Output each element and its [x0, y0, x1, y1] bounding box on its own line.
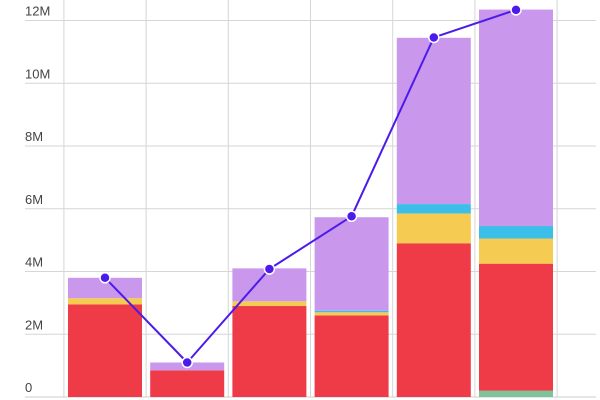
y-tick-label: 6M — [25, 192, 43, 207]
bar-segment[interactable] — [68, 304, 142, 397]
line-point[interactable] — [428, 31, 440, 44]
bar-segment[interactable] — [314, 312, 389, 316]
bar-segment[interactable] — [314, 315, 389, 397]
bar-segment[interactable] — [396, 213, 471, 244]
bars — [68, 9, 553, 397]
y-tick-label: 2M — [25, 317, 43, 332]
total-line-path — [104, 8, 517, 364]
bar-segment[interactable] — [68, 277, 142, 299]
y-axis-labels: 0 2M 4M 6M 8M 10M 12M — [25, 4, 50, 395]
y-tick-label: 4M — [25, 255, 43, 270]
bar-segment[interactable] — [396, 204, 471, 214]
total-line — [99, 4, 522, 369]
line-point[interactable] — [345, 210, 358, 223]
bar-segment[interactable] — [479, 226, 553, 239]
bar-segment[interactable] — [396, 243, 471, 397]
line-point[interactable] — [181, 356, 193, 369]
bar-segment[interactable] — [68, 298, 142, 305]
bar-segment[interactable] — [314, 310, 389, 313]
bar-segment[interactable] — [396, 37, 471, 205]
line-point[interactable] — [263, 263, 276, 275]
bar-segment[interactable] — [314, 217, 389, 311]
line-point[interactable] — [99, 272, 111, 284]
bar-segment[interactable] — [479, 9, 553, 227]
line-point[interactable] — [510, 4, 522, 16]
y-tick-label: 10M — [25, 66, 50, 81]
bar-segment[interactable] — [150, 370, 225, 397]
y-tick-label: 8M — [25, 129, 43, 144]
y-tick-label: 12M — [25, 4, 50, 19]
bar-segment[interactable] — [479, 263, 553, 391]
bar-segment[interactable] — [479, 238, 553, 264]
bar-segment[interactable] — [232, 306, 307, 397]
y-tick-label: 0 — [25, 380, 32, 395]
bar-segment[interactable] — [232, 301, 307, 307]
bar-segment[interactable] — [479, 390, 553, 397]
